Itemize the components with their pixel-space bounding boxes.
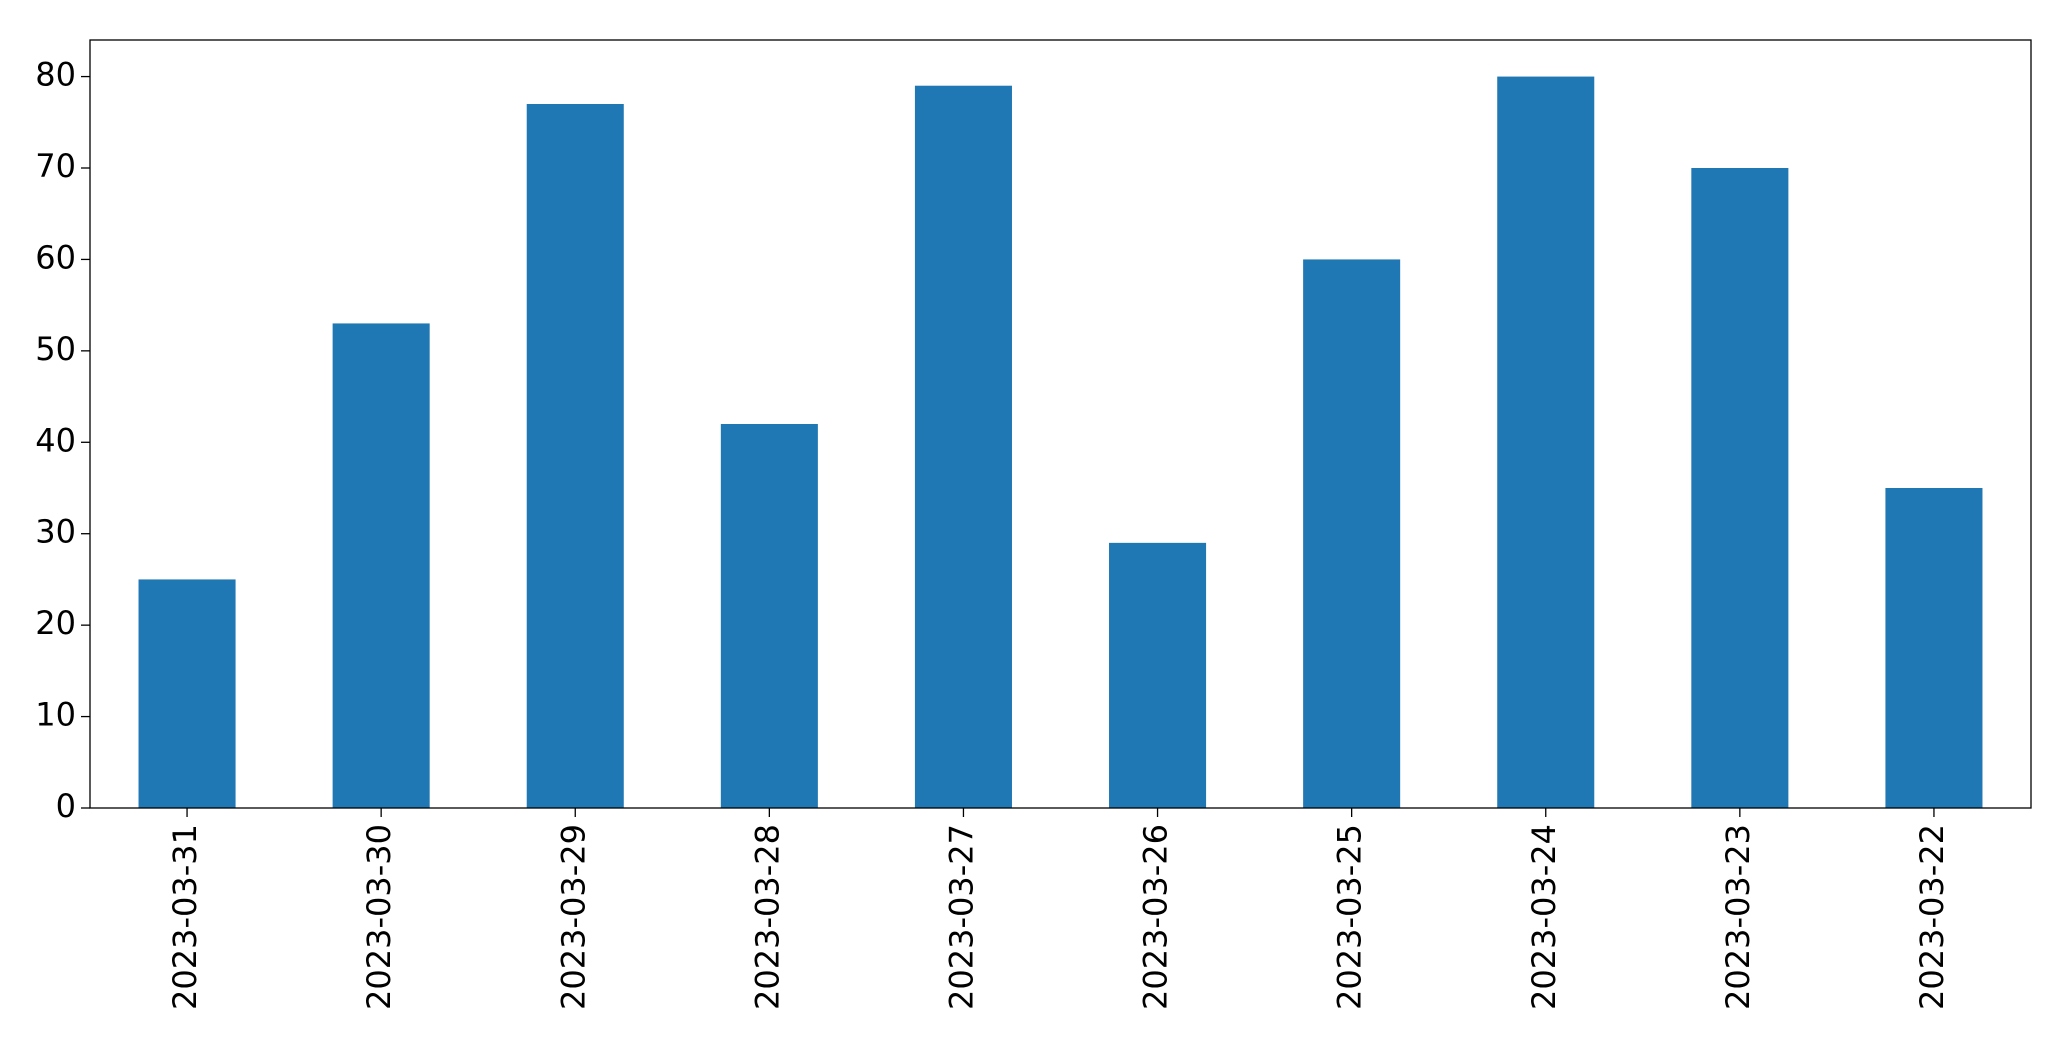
bar — [332, 323, 430, 808]
x-tick-label: 2023-03-22 — [1913, 824, 1951, 1010]
y-tick-label: 80 — [35, 56, 76, 94]
x-tick-label: 2023-03-27 — [942, 824, 980, 1010]
y-tick-label: 10 — [35, 696, 76, 734]
y-tick-label: 60 — [35, 238, 76, 276]
bar — [1885, 488, 1983, 808]
x-tick-label: 2023-03-25 — [1331, 824, 1369, 1010]
y-tick-label: 0 — [56, 787, 76, 825]
x-tick-label: 2023-03-24 — [1525, 824, 1563, 1010]
x-tick-label: 2023-03-28 — [748, 824, 786, 1010]
y-tick-label: 50 — [35, 330, 76, 368]
bar — [526, 104, 624, 808]
bar — [138, 579, 236, 808]
x-tick-label: 2023-03-23 — [1719, 824, 1757, 1010]
bar — [914, 85, 1012, 808]
bar — [1109, 542, 1207, 808]
y-tick-label: 40 — [35, 421, 76, 459]
x-tick-label: 2023-03-30 — [360, 824, 398, 1010]
bar — [720, 424, 818, 808]
bar — [1497, 76, 1595, 809]
x-tick-label: 2023-03-29 — [554, 824, 592, 1010]
bar — [1303, 259, 1401, 808]
x-tick-label: 2023-03-26 — [1137, 824, 1175, 1010]
x-tick-label: 2023-03-31 — [166, 824, 204, 1010]
plot-frame — [89, 39, 2032, 809]
y-tick-label: 30 — [35, 513, 76, 551]
y-tick-label: 20 — [35, 604, 76, 642]
bar — [1691, 168, 1789, 808]
y-tick-label: 70 — [35, 147, 76, 185]
